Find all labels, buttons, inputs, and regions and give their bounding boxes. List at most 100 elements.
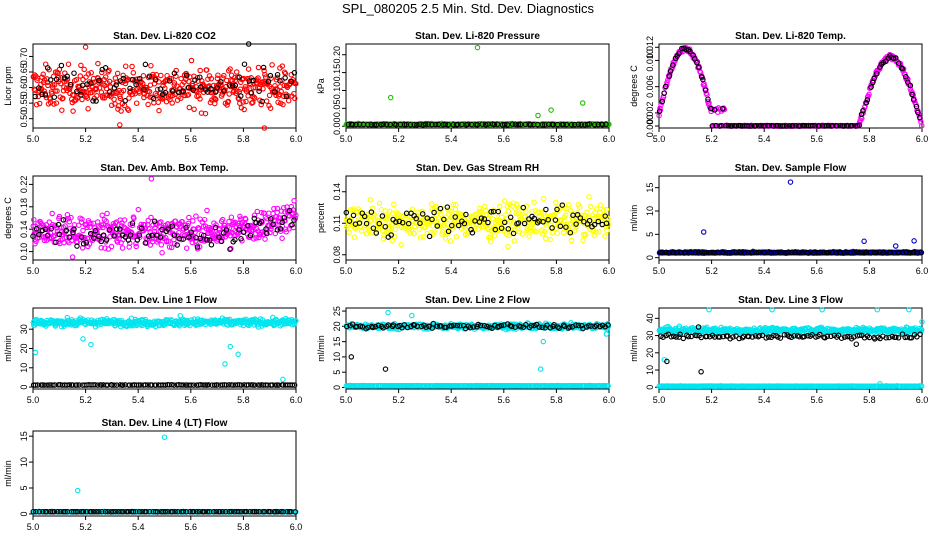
x-tick-label: 5.2 xyxy=(79,134,92,144)
data-point xyxy=(192,229,198,236)
data-point xyxy=(250,77,257,84)
y-tick-label: 0 xyxy=(19,385,29,390)
data-point xyxy=(124,226,131,233)
data-point xyxy=(282,70,289,77)
data-point xyxy=(687,48,693,55)
y-tick-label: 25 xyxy=(332,306,342,316)
data-point xyxy=(182,92,188,99)
data-point xyxy=(148,214,154,221)
x-tick-label: 5.8 xyxy=(237,134,250,144)
series-channel-a xyxy=(30,312,299,383)
data-point xyxy=(871,75,877,82)
data-point xyxy=(42,226,49,233)
panel-title: Stan. Dev. Li-820 Pressure xyxy=(415,31,540,42)
data-point xyxy=(214,85,220,91)
data-point xyxy=(242,216,249,223)
data-point xyxy=(129,222,136,229)
x-tick-label: 5.0 xyxy=(340,134,353,144)
data-point xyxy=(46,219,53,225)
series-channel-a xyxy=(656,179,925,256)
panel-title: Stan. Dev. Sample Flow xyxy=(735,163,847,174)
data-point xyxy=(244,86,250,92)
data-point xyxy=(171,80,178,86)
y-axis-label: Licor ppm xyxy=(3,66,13,106)
data-point xyxy=(422,121,429,128)
data-point xyxy=(88,220,94,227)
x-tick-label: 6.0 xyxy=(916,395,929,405)
data-point xyxy=(698,74,705,80)
y-tick-label: 0.000 xyxy=(645,115,655,138)
data-point xyxy=(452,206,459,213)
data-point xyxy=(509,121,516,127)
data-point xyxy=(68,214,74,221)
data-point xyxy=(910,96,917,103)
data-point xyxy=(391,201,397,208)
data-point xyxy=(290,224,297,231)
data-point xyxy=(293,212,299,218)
data-point xyxy=(267,229,273,236)
data-point xyxy=(261,125,268,131)
data-point xyxy=(180,88,186,94)
x-tick-label: 5.2 xyxy=(392,134,405,144)
data-point xyxy=(141,86,147,93)
data-point xyxy=(45,82,51,89)
y-tick-label: 10 xyxy=(645,206,655,216)
data-point xyxy=(250,85,257,91)
data-point xyxy=(915,109,921,116)
data-point xyxy=(176,229,182,236)
data-point xyxy=(186,104,193,111)
data-point xyxy=(425,121,432,127)
data-point xyxy=(171,70,178,77)
data-point xyxy=(696,64,702,70)
y-tick-label: 0.60 xyxy=(19,79,29,97)
series-channel-b xyxy=(32,41,298,105)
data-point xyxy=(95,60,101,67)
data-point xyxy=(122,98,128,104)
data-point xyxy=(227,66,233,72)
data-point xyxy=(77,73,84,79)
data-point xyxy=(53,76,60,83)
data-point xyxy=(658,101,664,108)
x-tick-label: 5.6 xyxy=(185,395,198,405)
data-point xyxy=(222,87,228,93)
data-point xyxy=(575,121,582,128)
data-point xyxy=(59,107,65,113)
data-point xyxy=(586,194,592,200)
x-tick-label: 5.2 xyxy=(79,266,92,276)
data-point xyxy=(218,81,224,88)
data-point xyxy=(152,77,159,83)
data-point xyxy=(661,90,667,96)
data-point xyxy=(560,229,567,236)
data-point xyxy=(917,114,923,121)
data-point xyxy=(245,41,252,47)
data-point xyxy=(599,121,606,128)
data-point xyxy=(198,84,204,90)
panel-title: Stan. Dev. Line 1 Flow xyxy=(112,295,217,306)
data-point xyxy=(30,223,37,229)
data-point xyxy=(849,123,855,129)
data-point xyxy=(790,122,796,129)
data-point xyxy=(676,50,682,57)
x-tick-label: 6.0 xyxy=(916,134,929,144)
data-point xyxy=(346,229,352,236)
data-point xyxy=(667,68,674,74)
y-tick-label: 0.70 xyxy=(19,48,29,66)
data-point xyxy=(197,67,203,74)
data-point xyxy=(76,222,82,228)
data-point xyxy=(177,312,184,319)
data-point xyxy=(169,100,175,106)
x-tick-label: 5.4 xyxy=(758,395,771,405)
y-tick-label: 10 xyxy=(645,365,655,375)
data-point xyxy=(44,65,51,71)
data-point xyxy=(146,88,153,95)
x-tick-label: 5.8 xyxy=(237,395,250,405)
data-point xyxy=(746,123,752,129)
data-point xyxy=(100,222,106,228)
x-tick-label: 6.0 xyxy=(916,266,929,276)
data-point xyxy=(383,121,390,128)
data-point xyxy=(237,100,243,107)
data-point xyxy=(841,123,847,129)
data-point xyxy=(429,121,435,128)
x-tick-label: 5.2 xyxy=(705,266,718,276)
